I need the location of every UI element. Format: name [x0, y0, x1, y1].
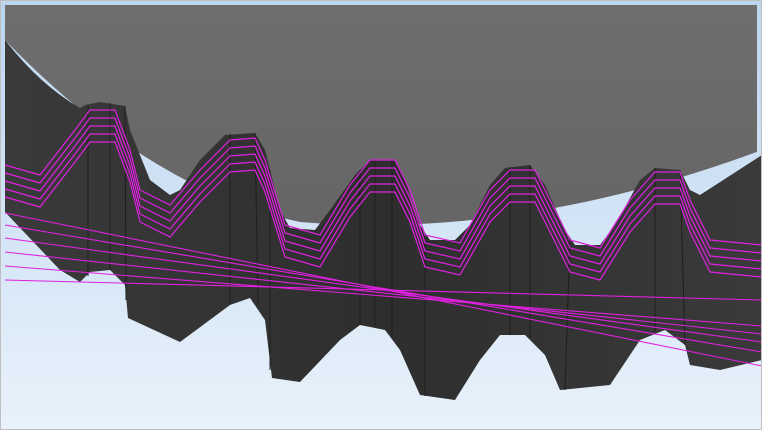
- page: [0, 0, 762, 430]
- render-viewport: [0, 0, 762, 430]
